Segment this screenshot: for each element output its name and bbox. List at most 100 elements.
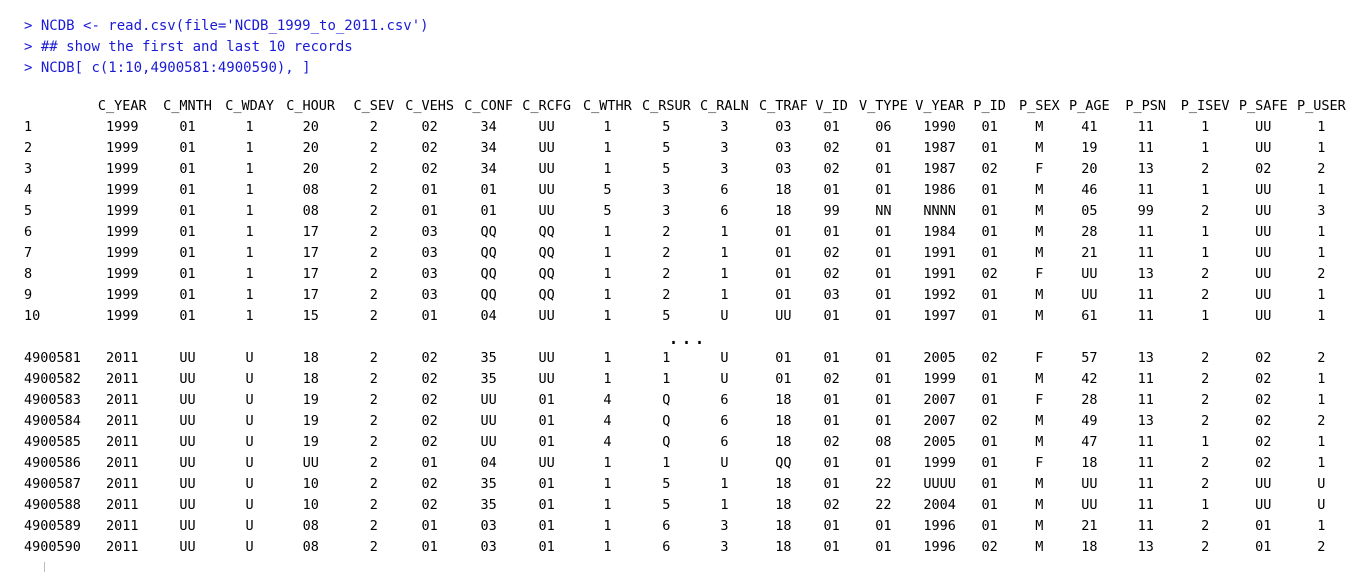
table-row: 4900590 2011 UU U 08 2 01 03 01 1 6 3 18 01 01 1996 02 M 1… <box>24 537 1350 558</box>
table-cell: 02 <box>823 161 840 177</box>
table-cell: 02 <box>421 413 438 429</box>
table-cell: 1 <box>245 245 254 261</box>
table-cell: 18 <box>775 413 792 429</box>
table-cell: 1 <box>245 224 254 240</box>
table-cell: 47 <box>1081 434 1098 450</box>
table-row: 4900588 2011 UU U 10 2 02 35 01 1 5 1 18 02 22 2004 01 M U… <box>24 495 1350 516</box>
table-row: 4900585 2011 UU U 19 2 02 UU 01 4 Q 6 18 02 08 2005 01 M 4… <box>24 432 1350 453</box>
table-cell: 2 <box>1317 266 1326 282</box>
table-cell: 02 <box>421 350 438 366</box>
table-cell: 1 <box>1201 245 1210 261</box>
table-cell: 2 <box>1201 476 1210 492</box>
column-header: C_YEAR <box>97 98 147 114</box>
table-cell: 2 <box>662 266 671 282</box>
table-cell: 10 <box>302 497 319 513</box>
table-cell: 03 <box>421 224 438 240</box>
table-cell: 1999 <box>106 119 139 135</box>
table-cell: 3 <box>720 161 729 177</box>
table-cell: 01 <box>981 119 998 135</box>
table-cell: 18 <box>775 518 792 534</box>
table-cell: 01 <box>875 371 892 387</box>
table-cell: 1 <box>603 497 612 513</box>
table-cell: 02 <box>981 413 998 429</box>
row-index-cell: 4900584 <box>24 413 81 429</box>
table-cell: 1 <box>720 224 729 240</box>
table-cell: 13 <box>1137 413 1154 429</box>
table-cell: 17 <box>302 245 319 261</box>
table-cell: 2011 <box>106 455 139 471</box>
table-cell: M <box>1035 182 1044 198</box>
column-header: P_ID <box>973 98 1006 114</box>
table-row: 7 1999 01 1 17 2 03 QQ QQ 1 2 1 01 02 01 1991 01 M 21 11 1 UU… <box>24 243 1350 264</box>
ellipsis: ... <box>667 325 707 349</box>
table-cell: 11 <box>1137 455 1154 471</box>
table-cell: 2 <box>1317 539 1326 555</box>
table-cell: 11 <box>1137 476 1154 492</box>
table-cell: 01 <box>823 119 840 135</box>
table-cell: 35 <box>480 476 497 492</box>
table-cell: 01 <box>875 392 892 408</box>
table-cell: U <box>245 497 254 513</box>
table-cell: 5 <box>603 182 612 198</box>
table-cell: 2 <box>1201 539 1210 555</box>
table-cell: 18 <box>302 350 319 366</box>
table-cell: UU <box>1081 497 1098 513</box>
table-cell: 02 <box>421 371 438 387</box>
table-cell: 01 <box>538 392 555 408</box>
column-header: C_RSUR <box>641 98 691 114</box>
table-cell: 5 <box>662 140 671 156</box>
table-cell: 1999 <box>923 371 956 387</box>
table-cell: 2011 <box>106 476 139 492</box>
table-cell: 2 <box>369 518 378 534</box>
column-header: C_WDAY <box>225 98 274 114</box>
console-prompt: > <box>24 39 33 55</box>
table-cell: 1 <box>1201 434 1210 450</box>
table-cell: 1 <box>662 350 671 366</box>
table-cell: 01 <box>538 476 555 492</box>
table-cell: 2 <box>662 287 671 303</box>
table-cell: 1984 <box>923 224 956 240</box>
table-cell: 08 <box>302 182 319 198</box>
table-cell: 11 <box>1137 371 1154 387</box>
console-command-text: NCDB[ c(1:10,4900581:4900590), ] <box>40 60 311 76</box>
table-cell: 3 <box>662 203 671 219</box>
column-header: P_SEX <box>1018 98 1060 114</box>
console-prompt: > <box>24 60 33 76</box>
table-cell: 2 <box>369 140 378 156</box>
table-cell: 1 <box>245 182 254 198</box>
table-row: 8 1999 01 1 17 2 03 QQ QQ 1 2 1 01 02 01 1991 02 F UU 13 2 UU… <box>24 264 1350 285</box>
column-header: C_SEV <box>353 98 395 114</box>
table-cell: M <box>1035 371 1044 387</box>
table-cell: 1 <box>245 308 254 324</box>
table-cell: 1 <box>245 287 254 303</box>
table-cell: QQ <box>538 266 555 282</box>
table-cell: 2 <box>369 392 378 408</box>
column-header: C_HOUR <box>286 98 336 114</box>
table-cell: QQ <box>480 266 497 282</box>
table-cell: 2011 <box>106 350 139 366</box>
table-cell: 2011 <box>106 392 139 408</box>
table-cell: 1992 <box>923 287 956 303</box>
table-cell: 20 <box>302 161 319 177</box>
row-index-cell: 4900581 <box>24 350 81 366</box>
console-command-line: > NCDB[ c(1:10,4900581:4900590), ] <box>24 60 311 76</box>
table-cell: 1999 <box>106 161 139 177</box>
table-cell: 08 <box>302 518 319 534</box>
table-cell: 3 <box>662 182 671 198</box>
table-cell: 2 <box>1201 350 1210 366</box>
table-cell: UU <box>538 308 555 324</box>
table-cell: UU <box>179 413 196 429</box>
table-cell: F <box>1035 392 1044 408</box>
table-cell: 2 <box>1317 413 1326 429</box>
table-cell: UU <box>538 455 555 471</box>
table-cell: 2 <box>369 245 378 261</box>
table-cell: 03 <box>421 266 438 282</box>
table-cell: 01 <box>775 266 792 282</box>
table-cell: 01 <box>421 455 438 471</box>
table-cell: M <box>1035 413 1044 429</box>
table-cell: 1 <box>603 476 612 492</box>
table-cell: UU <box>179 350 196 366</box>
table-cell: 2 <box>369 182 378 198</box>
table-cell: U <box>245 371 254 387</box>
